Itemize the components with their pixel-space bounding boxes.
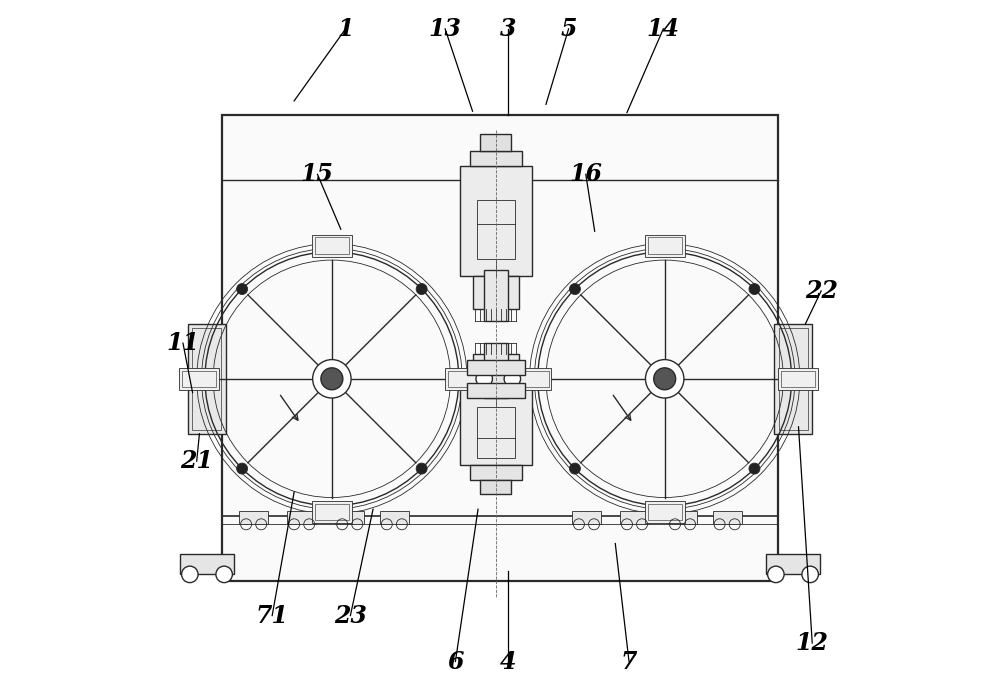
- Bar: [222, 114, 778, 582]
- Bar: [315, 238, 349, 254]
- Text: 21: 21: [180, 449, 213, 473]
- Bar: [514, 371, 549, 387]
- Bar: [620, 511, 649, 524]
- Bar: [312, 235, 352, 257]
- Bar: [445, 368, 485, 390]
- Circle shape: [476, 371, 492, 387]
- Bar: [779, 328, 808, 430]
- Bar: [192, 328, 221, 430]
- Bar: [448, 371, 482, 387]
- Text: 11: 11: [166, 331, 199, 355]
- Bar: [287, 511, 316, 524]
- Bar: [335, 511, 364, 524]
- Text: 13: 13: [429, 17, 462, 41]
- Bar: [781, 371, 815, 387]
- Bar: [480, 480, 511, 494]
- Circle shape: [313, 360, 351, 398]
- Circle shape: [569, 463, 580, 474]
- Circle shape: [802, 566, 818, 583]
- Text: 15: 15: [301, 163, 334, 186]
- Bar: [460, 166, 532, 276]
- Bar: [572, 511, 601, 524]
- Bar: [182, 371, 216, 387]
- Text: 71: 71: [256, 604, 289, 628]
- Circle shape: [182, 566, 198, 583]
- Circle shape: [237, 284, 248, 294]
- Bar: [315, 504, 349, 520]
- Bar: [713, 511, 742, 524]
- Bar: [312, 501, 352, 523]
- Text: 23: 23: [334, 604, 367, 628]
- Bar: [473, 276, 519, 309]
- Text: 16: 16: [569, 163, 602, 186]
- Text: 12: 12: [796, 631, 829, 655]
- Circle shape: [749, 463, 760, 474]
- Circle shape: [216, 566, 232, 583]
- Bar: [484, 343, 508, 398]
- Bar: [668, 511, 697, 524]
- Circle shape: [645, 360, 684, 398]
- Circle shape: [504, 371, 521, 387]
- Circle shape: [416, 463, 427, 474]
- Bar: [188, 324, 226, 433]
- Bar: [766, 554, 820, 575]
- Circle shape: [768, 566, 784, 583]
- Bar: [179, 368, 219, 390]
- Text: 5: 5: [560, 17, 577, 41]
- Bar: [484, 270, 508, 321]
- Bar: [470, 465, 522, 480]
- Bar: [774, 324, 812, 433]
- Bar: [648, 238, 682, 254]
- Text: 3: 3: [500, 17, 516, 41]
- Circle shape: [749, 284, 760, 294]
- Bar: [180, 554, 234, 575]
- Bar: [645, 235, 685, 257]
- Circle shape: [237, 463, 248, 474]
- Bar: [480, 134, 511, 151]
- Bar: [477, 407, 515, 458]
- Bar: [470, 151, 522, 166]
- Bar: [645, 501, 685, 523]
- Text: 7: 7: [621, 650, 637, 674]
- Bar: [460, 383, 532, 465]
- Text: 22: 22: [805, 279, 838, 303]
- Bar: [467, 360, 525, 375]
- Circle shape: [416, 284, 427, 294]
- Circle shape: [321, 368, 343, 390]
- Bar: [380, 511, 409, 524]
- Text: 14: 14: [647, 17, 680, 41]
- Text: 6: 6: [447, 650, 464, 674]
- Bar: [467, 383, 525, 398]
- Bar: [512, 368, 551, 390]
- Bar: [648, 504, 682, 520]
- Bar: [778, 368, 818, 390]
- Text: 4: 4: [500, 650, 516, 674]
- Circle shape: [569, 284, 580, 294]
- Circle shape: [654, 368, 676, 390]
- Bar: [477, 200, 515, 259]
- Bar: [239, 511, 268, 524]
- Text: 1: 1: [337, 17, 354, 41]
- Bar: [473, 354, 519, 383]
